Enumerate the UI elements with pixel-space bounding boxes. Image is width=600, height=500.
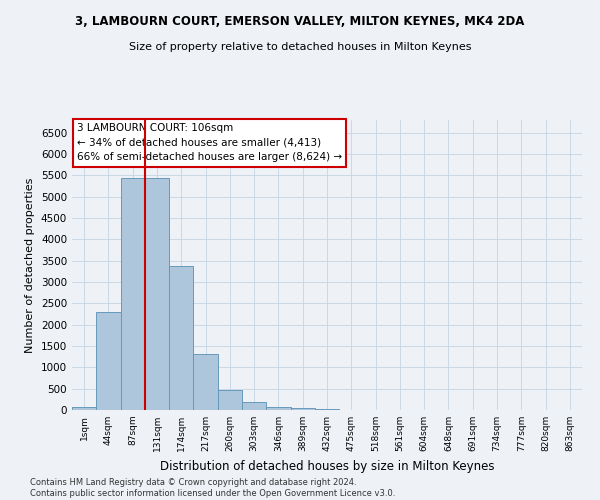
Bar — [169, 266, 193, 410]
Text: 3, LAMBOURN COURT, EMERSON VALLEY, MILTON KEYNES, MK4 2DA: 3, LAMBOURN COURT, EMERSON VALLEY, MILTO… — [76, 15, 524, 28]
Bar — [242, 402, 266, 410]
X-axis label: Distribution of detached houses by size in Milton Keynes: Distribution of detached houses by size … — [160, 460, 494, 472]
Bar — [315, 408, 339, 410]
Text: Size of property relative to detached houses in Milton Keynes: Size of property relative to detached ho… — [129, 42, 471, 52]
Bar — [193, 354, 218, 410]
Bar — [121, 178, 145, 410]
Text: Contains HM Land Registry data © Crown copyright and database right 2024.
Contai: Contains HM Land Registry data © Crown c… — [30, 478, 395, 498]
Bar — [145, 178, 169, 410]
Bar — [266, 406, 290, 410]
Text: 3 LAMBOURN COURT: 106sqm
← 34% of detached houses are smaller (4,413)
66% of sem: 3 LAMBOURN COURT: 106sqm ← 34% of detach… — [77, 123, 342, 162]
Bar — [290, 408, 315, 410]
Bar — [218, 390, 242, 410]
Bar — [96, 312, 121, 410]
Y-axis label: Number of detached properties: Number of detached properties — [25, 178, 35, 352]
Bar — [72, 407, 96, 410]
